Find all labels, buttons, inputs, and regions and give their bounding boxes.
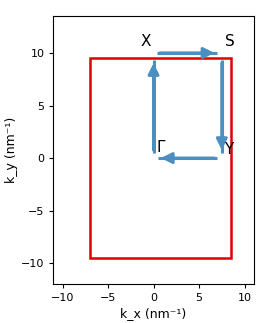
Text: $\Gamma$: $\Gamma$: [156, 139, 166, 155]
Text: S: S: [225, 34, 234, 49]
X-axis label: k_x (nm⁻¹): k_x (nm⁻¹): [120, 307, 187, 320]
Bar: [90, 58, 231, 258]
Text: Y: Y: [225, 142, 234, 157]
Y-axis label: k_y (nm⁻¹): k_y (nm⁻¹): [5, 117, 18, 183]
Text: X: X: [140, 34, 151, 49]
